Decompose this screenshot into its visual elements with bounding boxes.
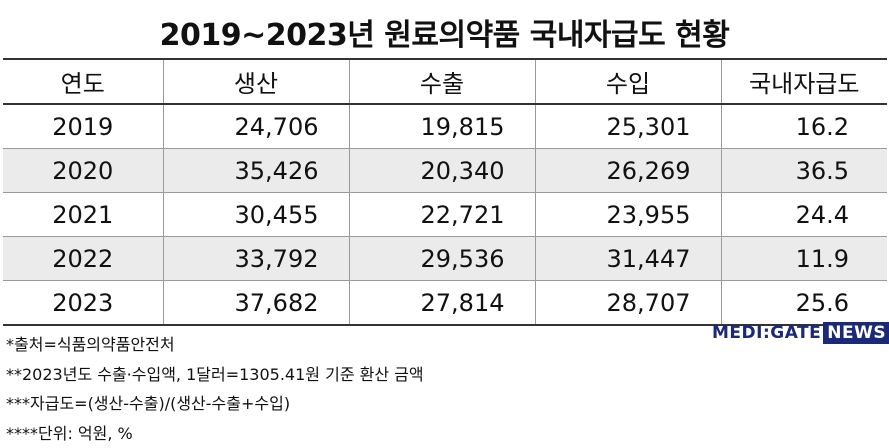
cell-year: 2021 [3, 192, 164, 237]
cell-self-sufficiency: 11.9 [720, 236, 887, 281]
table-header-row: 연도 생산 수출 수입 국내자급도 [3, 59, 887, 104]
cell-self-sufficiency: 36.5 [720, 148, 887, 193]
table-row: 2019 24,706 19,815 25,301 16.2 [3, 104, 887, 149]
cell-year: 2023 [3, 280, 164, 325]
medigate-news-logo: MEDI:GATE NEWS [712, 322, 889, 344]
cell-import: 28,707 [534, 280, 722, 325]
cell-self-sufficiency: 16.2 [720, 104, 887, 149]
header-import: 수입 [534, 59, 722, 104]
footnotes: *출처=식품의약품안전처 **2023년도 수출·수입액, 1달러=1305.4… [6, 330, 424, 448]
footnote-exchange-rate: **2023년도 수출·수입액, 1달러=1305.41원 기준 환산 금액 [6, 364, 424, 384]
table-row: 2021 30,455 22,721 23,955 24.4 [3, 192, 887, 237]
footnote-formula: ***자급도=(생산-수출)/(생산-수출+수입) [6, 394, 291, 413]
cell-self-sufficiency: 25.6 [720, 280, 887, 325]
cell-import: 31,447 [534, 236, 722, 281]
cell-import: 25,301 [534, 104, 722, 149]
self-sufficiency-table: 연도 생산 수출 수입 국내자급도 2019 24,706 19,815 25,… [3, 58, 887, 326]
cell-export: 20,340 [348, 148, 536, 193]
table-row: 2023 37,682 27,814 28,707 25.6 [3, 280, 887, 325]
header-self-sufficiency: 국내자급도 [720, 59, 887, 104]
header-export: 수출 [348, 59, 536, 104]
cell-year: 2022 [3, 236, 164, 281]
footnote-source: *출처=식품의약품안전처 [6, 335, 175, 354]
table-row: 2020 35,426 20,340 26,269 36.5 [3, 148, 887, 193]
table-row: 2022 33,792 29,536 31,447 11.9 [3, 236, 887, 281]
page-title: 2019~2023년 원료의약품 국내자급도 현황 [159, 18, 730, 53]
cell-self-sufficiency: 24.4 [720, 192, 887, 237]
cell-production: 33,792 [162, 236, 350, 281]
cell-export: 19,815 [348, 104, 536, 149]
cell-import: 26,269 [534, 148, 722, 193]
cell-import: 23,955 [534, 192, 722, 237]
cell-year: 2019 [3, 104, 164, 149]
cell-production: 37,682 [162, 280, 350, 325]
cell-production: 24,706 [162, 104, 350, 149]
cell-export: 22,721 [348, 192, 536, 237]
logo-brand: MEDI:GATE [712, 323, 822, 343]
logo-news: NEWS [823, 322, 889, 344]
cell-year: 2020 [3, 148, 164, 193]
header-production: 생산 [162, 59, 350, 104]
cell-export: 27,814 [348, 280, 536, 325]
cell-production: 30,455 [162, 192, 350, 237]
cell-export: 29,536 [348, 236, 536, 281]
header-year: 연도 [3, 59, 164, 104]
cell-production: 35,426 [162, 148, 350, 193]
footnote-unit: ****단위: 억원, % [6, 423, 133, 443]
